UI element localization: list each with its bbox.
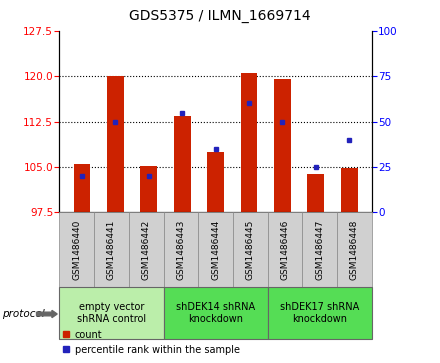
Text: GSM1486445: GSM1486445 [246, 219, 255, 280]
Bar [341, 168, 358, 212]
Bar [140, 166, 157, 212]
Text: GSM1486443: GSM1486443 [176, 219, 185, 280]
Bar [107, 76, 124, 212]
Text: GSM1486444: GSM1486444 [211, 220, 220, 280]
Bar [308, 174, 324, 212]
Text: empty vector
shRNA control: empty vector shRNA control [77, 302, 146, 324]
Text: GSM1486440: GSM1486440 [72, 219, 81, 280]
Text: GSM1486441: GSM1486441 [107, 219, 116, 280]
Text: GSM1486446: GSM1486446 [281, 219, 290, 280]
Legend: count, percentile rank within the sample: count, percentile rank within the sample [62, 330, 240, 355]
Text: GSM1486442: GSM1486442 [142, 220, 150, 280]
Text: shDEK14 shRNA
knockdown: shDEK14 shRNA knockdown [176, 302, 255, 324]
Text: shDEK17 shRNA
knockdown: shDEK17 shRNA knockdown [280, 302, 359, 324]
Bar [174, 115, 191, 212]
Text: GSM1486448: GSM1486448 [350, 219, 359, 280]
Bar [274, 79, 291, 212]
Text: GDS5375 / ILMN_1669714: GDS5375 / ILMN_1669714 [129, 9, 311, 23]
Text: protocol: protocol [2, 309, 45, 319]
Bar [207, 152, 224, 212]
Bar [241, 73, 257, 212]
Bar [73, 164, 90, 212]
Text: GSM1486447: GSM1486447 [315, 219, 324, 280]
